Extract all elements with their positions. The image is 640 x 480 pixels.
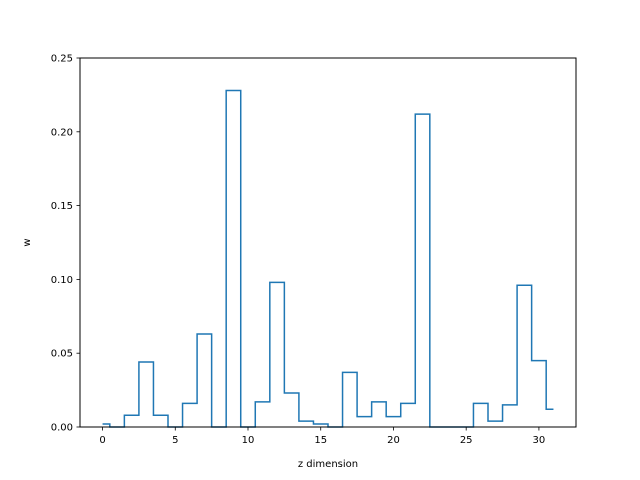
x-tick-label: 20: [387, 435, 400, 446]
y-tick-label: 0.20: [51, 127, 73, 138]
y-tick-label: 0.05: [51, 349, 73, 360]
x-tick-label: 5: [172, 435, 178, 446]
plot-background: [80, 58, 576, 427]
y-axis-label: w: [22, 238, 33, 246]
y-axis-ticks: 0.00 0.05 0.10 0.15 0.20 0.25: [51, 54, 80, 434]
y-tick-label: 0.00: [51, 423, 73, 434]
x-tick-label: 25: [460, 435, 473, 446]
x-tick-label: 30: [533, 435, 546, 446]
x-tick-label: 0: [99, 435, 105, 446]
plot-frame: [79, 57, 577, 428]
x-axis-ticks: 0 5 10 15 20 25 30: [99, 427, 545, 446]
y-tick-label: 0.10: [51, 275, 73, 286]
y-tick-label: 0.15: [51, 201, 73, 212]
x-tick-label: 10: [242, 435, 255, 446]
x-tick-label: 15: [314, 435, 327, 446]
y-tick-label: 0.25: [51, 54, 73, 65]
x-axis-label: z dimension: [298, 459, 358, 470]
